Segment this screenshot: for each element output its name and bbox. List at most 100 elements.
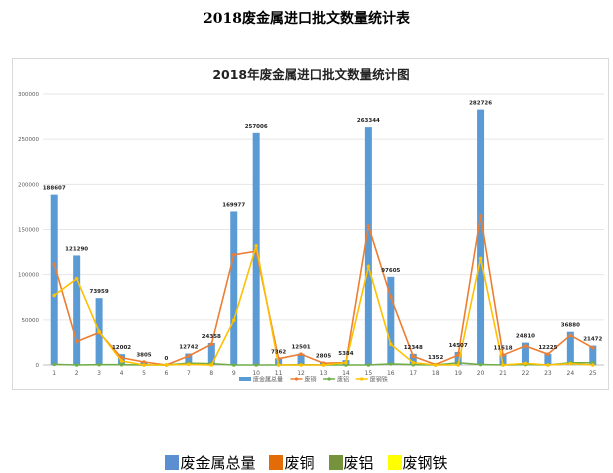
x-tick-label: 21 <box>499 370 507 377</box>
series-point <box>523 361 528 366</box>
bar <box>409 353 417 365</box>
external-legend: 废金属总量 废铜 废铝 废钢铁 <box>0 452 613 473</box>
y-tick-label: 200000 <box>18 182 39 188</box>
series-point <box>478 214 483 218</box>
x-tick-label: 20 <box>477 370 485 377</box>
data-label: 3805 <box>136 353 151 359</box>
series-point <box>97 329 101 334</box>
x-tick-label: 3 <box>97 370 101 377</box>
x-tick-label: 17 <box>409 370 417 377</box>
series-point <box>231 252 236 257</box>
bar <box>207 342 215 365</box>
x-tick-label: 5 <box>142 370 146 377</box>
x-tick-label: 13 <box>320 370 328 377</box>
series-point <box>254 363 258 367</box>
series-point <box>119 362 124 367</box>
legend-steel: 废钢铁 <box>387 452 448 473</box>
legend-aluminium: 废铝 <box>328 452 374 473</box>
data-label: 24358 <box>202 334 221 340</box>
data-label: 36880 <box>561 323 580 329</box>
bar <box>521 342 529 365</box>
series-point <box>411 360 416 365</box>
series-point <box>254 243 258 248</box>
legend-label: 废钢铁 <box>370 376 388 384</box>
series-point <box>119 359 124 363</box>
legend-marker <box>360 377 364 381</box>
data-label: 5384 <box>338 351 353 357</box>
x-tick-label: 25 <box>589 370 597 377</box>
bar <box>185 353 193 365</box>
series-point <box>142 360 146 364</box>
data-label: 1352 <box>428 355 443 361</box>
data-label: 12348 <box>404 345 423 351</box>
data-label: 12002 <box>112 345 131 351</box>
series-point <box>478 362 483 367</box>
data-label: 263344 <box>357 118 380 124</box>
bar <box>230 211 238 365</box>
bar <box>73 255 81 365</box>
x-tick-label: 2 <box>75 370 79 377</box>
data-label: 12742 <box>179 344 198 350</box>
legend-label: 废钢铁 <box>402 454 448 472</box>
bar <box>477 109 485 365</box>
series-point <box>209 363 214 367</box>
series-point <box>546 352 550 356</box>
legend-label: 废铝 <box>343 454 374 472</box>
data-label: 2805 <box>316 353 331 359</box>
series-point <box>568 333 573 337</box>
data-label: 0 <box>165 356 169 362</box>
legend-label: 废铜 <box>305 376 317 384</box>
series-point <box>568 361 573 366</box>
series-point <box>546 363 550 367</box>
series-point <box>52 362 57 367</box>
series-point <box>276 363 281 367</box>
series-point <box>74 339 79 344</box>
chart-container: 2018年废金属进口批文数量统计图 0 50000 100000 150000 2000… <box>12 58 609 390</box>
series-point <box>97 362 101 367</box>
x-tick-label: 8 <box>209 370 213 377</box>
series-point <box>366 224 371 228</box>
series-point <box>164 363 169 367</box>
bar <box>364 127 372 366</box>
legend-total: 废金属总量 <box>165 452 255 473</box>
data-label: 14507 <box>449 343 468 349</box>
series-point <box>231 363 236 367</box>
x-tick-label: 19 <box>454 370 462 377</box>
x-tick-label: 7 <box>187 370 191 377</box>
bar <box>499 354 507 365</box>
data-label: 24810 <box>516 334 535 340</box>
data-label: 7362 <box>271 349 286 355</box>
series-point <box>590 363 595 367</box>
x-tick-label: 10 <box>252 370 260 377</box>
data-label: 21472 <box>583 337 602 343</box>
data-label: 12225 <box>538 345 557 351</box>
series-point <box>142 363 146 367</box>
series-point <box>389 362 393 366</box>
page-title: 2018废金属进口批文数量统计表 <box>203 11 410 27</box>
series-point <box>456 353 460 357</box>
x-tick-label: 14 <box>342 370 350 377</box>
series-point <box>523 344 528 348</box>
x-tick-label: 23 <box>544 370 552 377</box>
series-point <box>52 262 57 267</box>
legend-label: 废金属总量 <box>180 454 256 472</box>
x-tick-label: 22 <box>522 370 530 377</box>
series-point <box>209 342 214 347</box>
series-point <box>74 276 79 281</box>
y-tick-label: 250000 <box>18 137 39 143</box>
series-point <box>187 354 191 358</box>
swatch <box>387 455 402 470</box>
swatch <box>269 455 284 470</box>
x-tick-label: 16 <box>387 370 395 377</box>
data-label: 257006 <box>245 124 268 130</box>
series-point <box>366 363 371 367</box>
series-point <box>344 360 348 365</box>
series-point <box>478 256 483 261</box>
legend-marker <box>327 377 331 381</box>
series-point <box>389 342 393 347</box>
x-tick-label: 18 <box>432 370 440 377</box>
series-point <box>456 363 460 367</box>
bar <box>544 353 552 365</box>
bar <box>387 276 395 365</box>
x-tick-label: 6 <box>165 370 169 377</box>
